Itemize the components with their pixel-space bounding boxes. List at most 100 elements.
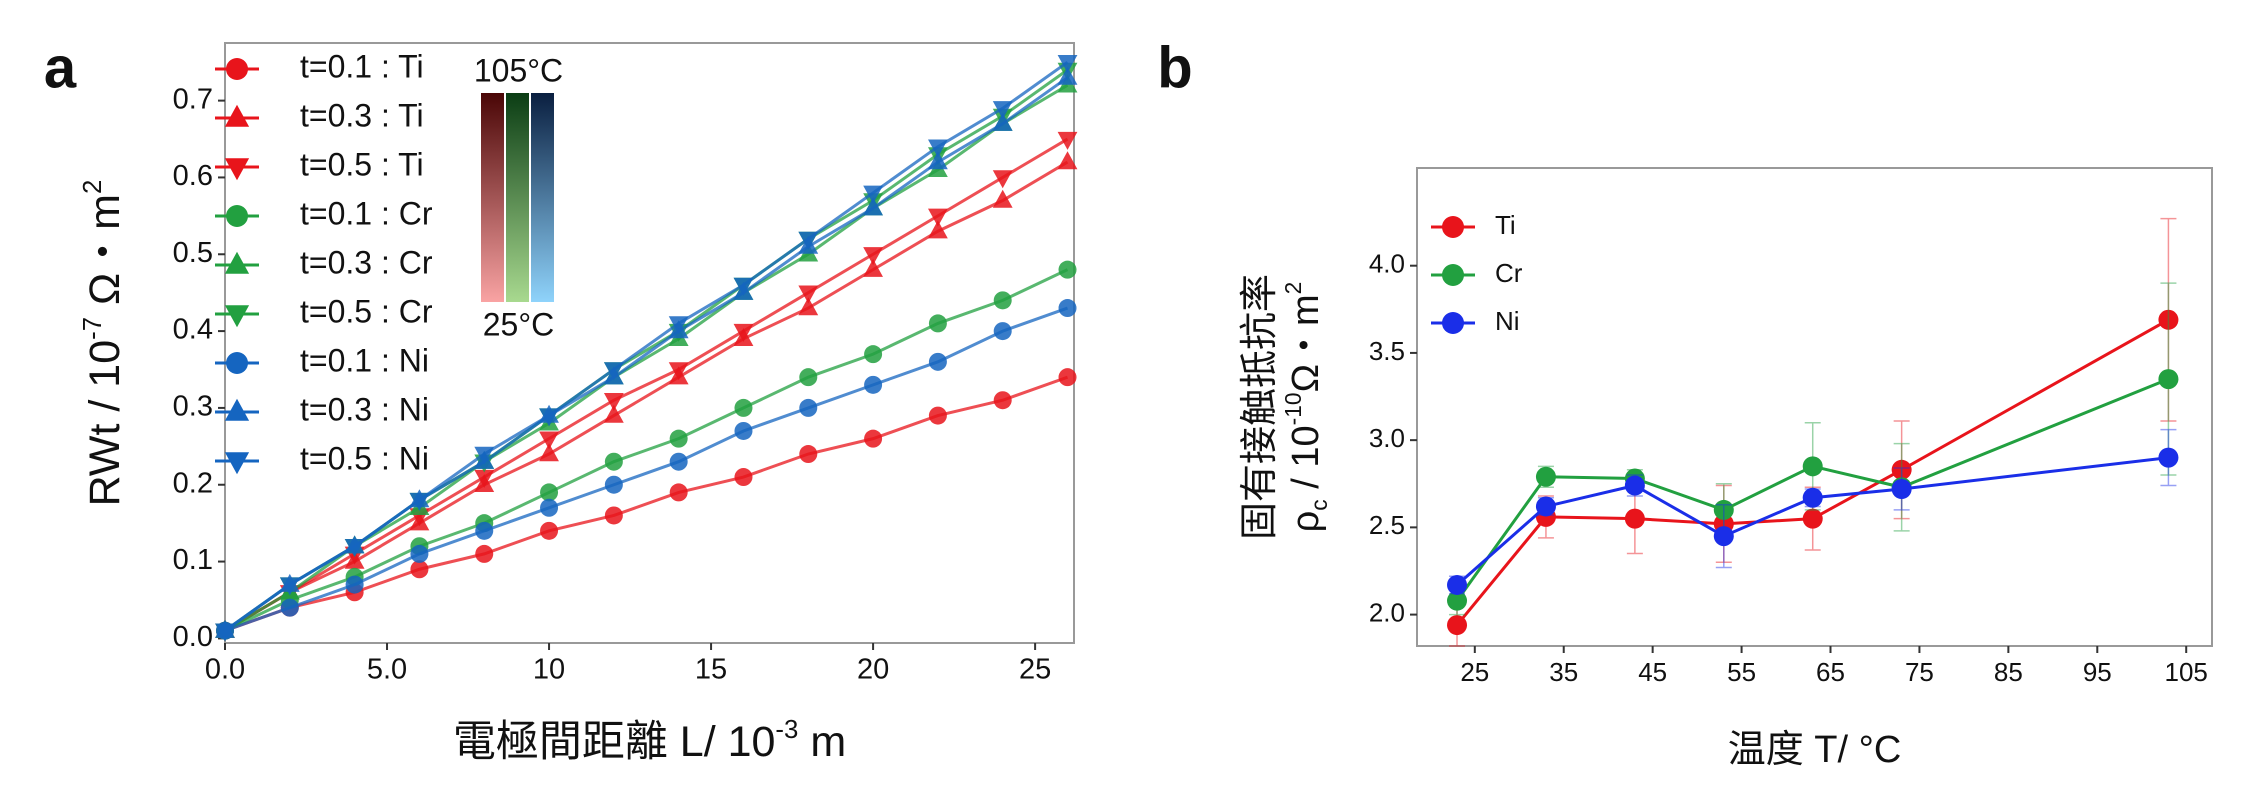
legend-label: Cr [1495,258,1523,288]
data-point [1057,151,1078,170]
y-tick-label: 0.0 [173,621,213,653]
y-tick-label: 2.5 [1369,510,1405,540]
data-point [1713,526,1734,547]
series-line [224,137,1069,632]
label-part: Ω・m [81,194,129,317]
data-point [1058,260,1077,279]
colorbar [506,93,529,302]
data-point [992,170,1013,189]
y-tick-label: 3.0 [1369,423,1405,453]
label-part: 温度 T/ °C [1728,729,1902,771]
data-point [1624,508,1645,529]
label-part: c [1306,499,1332,510]
data-point [993,291,1012,310]
x-tick-label: 105 [2165,657,2208,687]
data-point [928,139,948,158]
data-point [864,345,883,364]
data-point [799,398,818,417]
legend-marker [224,452,250,475]
y-tick-label: 0.1 [173,544,213,576]
data-point [992,189,1013,208]
data-point [540,483,559,502]
legend-marker [1442,312,1464,334]
data-point [1447,615,1468,636]
data-point [928,151,948,170]
data-point [345,575,364,594]
x-tick-label: 55 [1727,657,1756,687]
legend-label: t=0.1 : Cr [300,195,433,231]
label-part: 2 [79,180,107,194]
x-tick-label: 20 [857,654,889,686]
legend-marker [226,205,248,227]
legend-label: t=0.1 : Ni [300,342,429,378]
data-point [1624,475,1645,496]
plot-frame [1416,167,2213,647]
colorbar-label: 105°C [474,52,563,88]
data-point [410,544,429,563]
legend-label: t=0.5 : Ti [300,146,424,182]
x-tick-label: 5.0 [367,654,407,686]
x-tick-label: 35 [1549,657,1578,687]
data-point [539,408,559,427]
panel-label: a [44,35,77,100]
x-tick-label: 65 [1816,657,1845,687]
legend-label: Ni [1495,306,1520,336]
data-point [928,314,947,333]
data-point [474,469,495,488]
data-point [669,483,688,502]
panel-label: b [1157,35,1192,100]
label-part: / 10 [1285,425,1327,499]
data-point [604,475,623,494]
data-point [410,560,429,579]
data-point [2158,369,2179,390]
data-point [1802,487,1823,508]
legend-marker [1442,264,1464,286]
data-point [799,368,818,387]
label-part: ρ [1285,511,1327,533]
data-point [668,316,689,335]
x-tick-label: 10 [533,654,565,686]
y-axis-label: ρc / 10-10Ω・m2 [1280,282,1332,533]
data-point [993,391,1012,410]
x-tick-label: 0.0 [205,654,245,686]
y-tick-label: 0.2 [173,467,213,499]
y-tick-label: 0.7 [173,83,213,115]
y-tick-label: 0.6 [173,160,213,192]
legend-label: Ti [1495,210,1516,240]
data-point [539,443,559,462]
data-point [1891,478,1912,499]
x-tick-label: 45 [1638,657,1667,687]
label-part: 電極間距離 L/ 10 [453,718,776,766]
legend-marker [226,58,248,80]
data-point [1891,459,1912,480]
label-part: 固有接触抵抗率 [1239,274,1281,540]
data-point [604,506,623,525]
y-tick-label: 3.5 [1369,336,1405,366]
data-point [2158,309,2179,330]
data-point [734,398,753,417]
y-tick-label: 0.5 [173,237,213,269]
data-point [344,539,365,558]
data-point [215,623,235,642]
legend-marker [224,398,250,421]
data-point [798,285,819,304]
data-point [733,323,754,342]
x-tick-label: 15 [695,654,727,686]
data-point [475,521,494,540]
colorbar [481,93,504,302]
data-point [1802,508,1823,529]
y-tick-label: 0.3 [173,391,213,423]
data-point [799,445,818,464]
data-point [928,220,948,239]
legend-marker [1442,216,1464,238]
data-point [1057,55,1078,74]
label-part: RWt / 10 [81,340,129,506]
data-point [1057,66,1078,85]
data-point [280,598,299,617]
x-tick-label: 25 [1019,654,1051,686]
data-point [279,577,300,596]
label-part: -10 [1280,392,1306,425]
data-point [603,362,624,381]
label-part: Ω・m [1285,294,1327,392]
